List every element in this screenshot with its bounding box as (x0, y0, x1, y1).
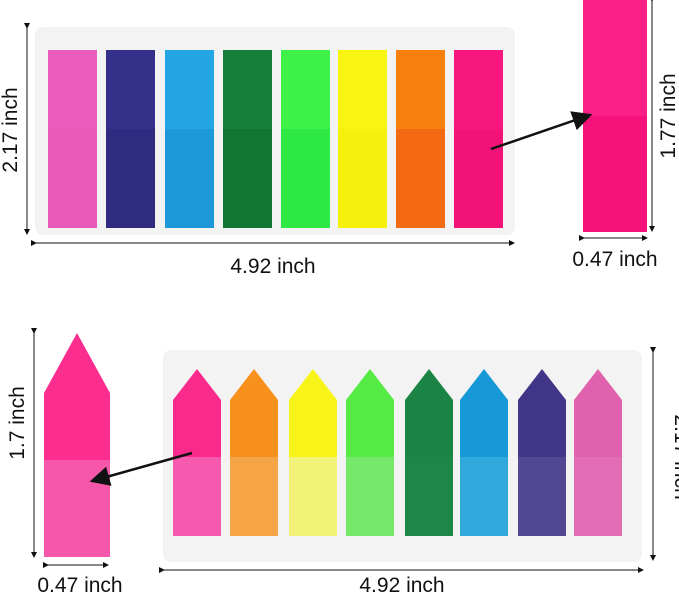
arrow-flag-base-4 (346, 457, 394, 536)
rectangle-flag-top-6 (338, 50, 387, 129)
rectangle-flag-base-5 (281, 129, 330, 228)
arrow-flag-top-2 (230, 369, 278, 457)
single-rectangle-flag-top (583, 0, 647, 116)
arrow-flag-top-8 (574, 369, 622, 457)
arrow-flag-base-6 (460, 457, 508, 536)
arrow-flag-base-7 (518, 457, 566, 536)
rectangle-flag-top-5 (281, 50, 330, 129)
rectangle-flag-top-8 (454, 50, 503, 129)
arrow-flag-base-3 (289, 457, 337, 536)
top-height-label: 2.17 inch (0, 87, 22, 172)
single-rect-width-label: 0.47 inch (572, 248, 657, 271)
arrow-flag-base-1 (173, 457, 221, 536)
arrow-flag-base-8 (574, 457, 622, 536)
bottom-width-label: 4.92 inch (359, 574, 444, 596)
top-width-label: 4.92 inch (230, 255, 315, 278)
pointer-arrow-bottom (89, 451, 193, 486)
arrow-flag-top-6 (460, 369, 508, 457)
single-arrow-flag-top (44, 333, 110, 460)
rectangle-flag-base-6 (338, 129, 387, 228)
rectangle-flag-top-4 (223, 50, 272, 129)
rectangle-flag-top-2 (106, 50, 155, 129)
arrow-flag-top-5 (405, 369, 453, 457)
arrow-flag-top-1 (173, 369, 221, 457)
rectangle-flag-base-3 (165, 129, 214, 228)
rectangle-flag-top-1 (48, 50, 97, 129)
rectangle-flag-base-1 (48, 129, 97, 228)
arrow-flag-base-2 (230, 457, 278, 536)
rectangle-flag-base-4 (223, 129, 272, 228)
rectangle-flag-base-8 (454, 129, 503, 228)
single-rectangle-flag-base (583, 116, 647, 232)
single-arrow-height-label: 1.7 inch (6, 386, 29, 460)
top-flag-row (48, 50, 503, 228)
bottom-flag-row (173, 369, 622, 536)
rectangle-flag-top-7 (396, 50, 445, 129)
arrow-flag-top-4 (346, 369, 394, 457)
arrow-flag-base-5 (405, 457, 453, 536)
bottom-height-label: 2.17 inch (670, 414, 679, 499)
single-rect-height-label: 1.77 inch (657, 73, 679, 158)
single-arrow-width-label: 0.47 inch (37, 574, 122, 596)
rectangle-flag-base-2 (106, 129, 155, 228)
single-arrow-flag-base (44, 460, 110, 557)
rectangle-flag-base-7 (396, 129, 445, 228)
arrow-flag-top-7 (518, 369, 566, 457)
pointer-arrow-top (490, 111, 593, 151)
arrow-flag-top-3 (289, 369, 337, 457)
rectangle-flag-top-3 (165, 50, 214, 129)
